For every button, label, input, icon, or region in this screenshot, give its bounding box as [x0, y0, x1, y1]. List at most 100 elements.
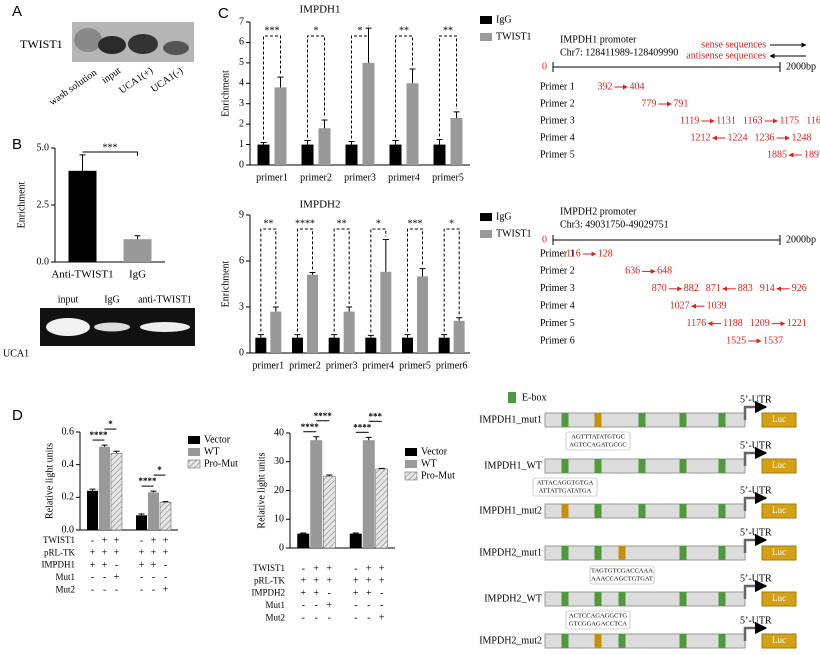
error-bar	[436, 138, 443, 145]
primer-start: 1236	[755, 132, 775, 143]
condition-cell: +	[300, 576, 306, 587]
tss-arrow	[743, 621, 768, 641]
y-tick-label: 40	[274, 427, 284, 438]
condition-cell: +	[151, 535, 157, 546]
legend-label: IgG	[496, 211, 512, 222]
x-tick-label: IgG	[129, 269, 146, 281]
lane-label: input	[100, 65, 123, 86]
condition-cell: +	[102, 548, 108, 559]
y-tick-label: 6	[239, 37, 244, 48]
construct-name: IMPDH1_mut2	[479, 505, 542, 516]
condition-cell: -	[103, 584, 106, 595]
bar	[438, 337, 450, 353]
sequence-box	[565, 610, 631, 630]
primer-name: Primer 3	[540, 283, 575, 294]
y-tick-label: 7	[239, 16, 244, 27]
x-tick-label: primer2	[289, 360, 321, 371]
e-box	[561, 546, 569, 560]
error-bar	[441, 334, 448, 338]
x-tick-label: 0	[542, 61, 547, 72]
bar	[148, 492, 159, 530]
construct-name: IMPDH1_WT	[484, 460, 542, 471]
condition-cell: -	[367, 600, 370, 611]
error-bar	[260, 142, 267, 145]
condition-name: TWIST1	[43, 535, 75, 545]
sig-label: ****	[353, 422, 372, 432]
y-axis-label: Enrichment	[220, 260, 231, 307]
x-tick-label: primer4	[363, 360, 395, 371]
primer-end: 648	[657, 266, 672, 277]
bar	[343, 311, 355, 353]
primer-end: 1224	[728, 132, 748, 143]
condition-cell: -	[380, 600, 383, 611]
condition-cell: +	[326, 576, 332, 587]
y-axis-label: Relative light units	[256, 452, 267, 528]
condition-cell: +	[163, 584, 169, 595]
sig-label: **	[443, 25, 453, 36]
x-tick-label: primer2	[300, 172, 332, 183]
primer-start: 1164	[806, 115, 820, 126]
error-bar	[309, 272, 316, 275]
legend-label: IgG	[496, 14, 512, 25]
sig-bracket	[370, 228, 387, 333]
luc-label: Luc	[772, 547, 786, 557]
primer-start: 636	[625, 266, 640, 277]
y-tick-label: 2.5	[37, 199, 50, 210]
primer-end: 404	[629, 81, 644, 92]
e-box	[638, 504, 646, 518]
legend-swatch	[405, 460, 417, 468]
sig-label: **	[263, 218, 273, 229]
primer-start: 779	[641, 98, 656, 109]
error-bar	[404, 334, 411, 338]
bar	[257, 144, 270, 165]
y-tick-label: 1	[239, 139, 244, 150]
condition-cell: -	[115, 584, 118, 595]
condition-name: TWIST1	[253, 563, 285, 573]
construct-name: IMPDH2_WT	[484, 593, 542, 604]
e-box	[594, 459, 602, 473]
lane-label: IgG	[104, 294, 120, 305]
sequence: GTCGGAGACCTCA	[569, 620, 627, 627]
condition-cell: +	[353, 588, 359, 599]
sig-label: ***	[408, 218, 423, 229]
condition-cell: -	[354, 612, 357, 623]
utr-label: 5’-UTR	[740, 615, 772, 626]
x-tick-label: 2000bp	[786, 234, 816, 245]
primer-start: 1027	[670, 300, 690, 311]
condition-cell: +	[326, 563, 332, 574]
condition-cell: -	[91, 535, 94, 546]
bar	[406, 83, 419, 165]
condition-name: Mut2	[55, 584, 75, 594]
bar	[307, 274, 318, 353]
error-bar	[409, 68, 416, 84]
condition-cell: +	[114, 572, 120, 583]
condition-cell: +	[139, 560, 145, 571]
bar	[99, 446, 110, 530]
y-tick-label: 0.6	[62, 426, 75, 437]
bar	[310, 440, 323, 548]
luc-box	[761, 545, 797, 561]
y-tick-label: 6	[239, 255, 244, 266]
e-box	[718, 504, 726, 518]
e-box	[679, 459, 687, 473]
mutant-box	[594, 413, 602, 427]
e-box	[561, 592, 569, 606]
luc-label: Luc	[772, 414, 786, 424]
primer-start: 392	[597, 81, 612, 92]
luc-box	[761, 412, 797, 428]
x-tick-label: 0	[542, 234, 547, 245]
luc-box	[761, 633, 797, 649]
condition-cell: +	[151, 548, 157, 559]
condition-cell: +	[163, 548, 169, 559]
sig-bracket	[260, 228, 277, 332]
sig-label: *	[449, 218, 454, 229]
y-axis-label: Relative light units	[44, 443, 55, 519]
y-tick-label: 0	[279, 542, 284, 553]
primer-name: Primer 1	[540, 248, 575, 259]
sig-label: ****	[314, 411, 333, 421]
bar	[68, 170, 97, 262]
legend-swatch	[480, 230, 492, 238]
x-tick-label: primer1	[253, 360, 285, 371]
e-box	[561, 413, 569, 427]
sig-bracket	[297, 228, 313, 332]
